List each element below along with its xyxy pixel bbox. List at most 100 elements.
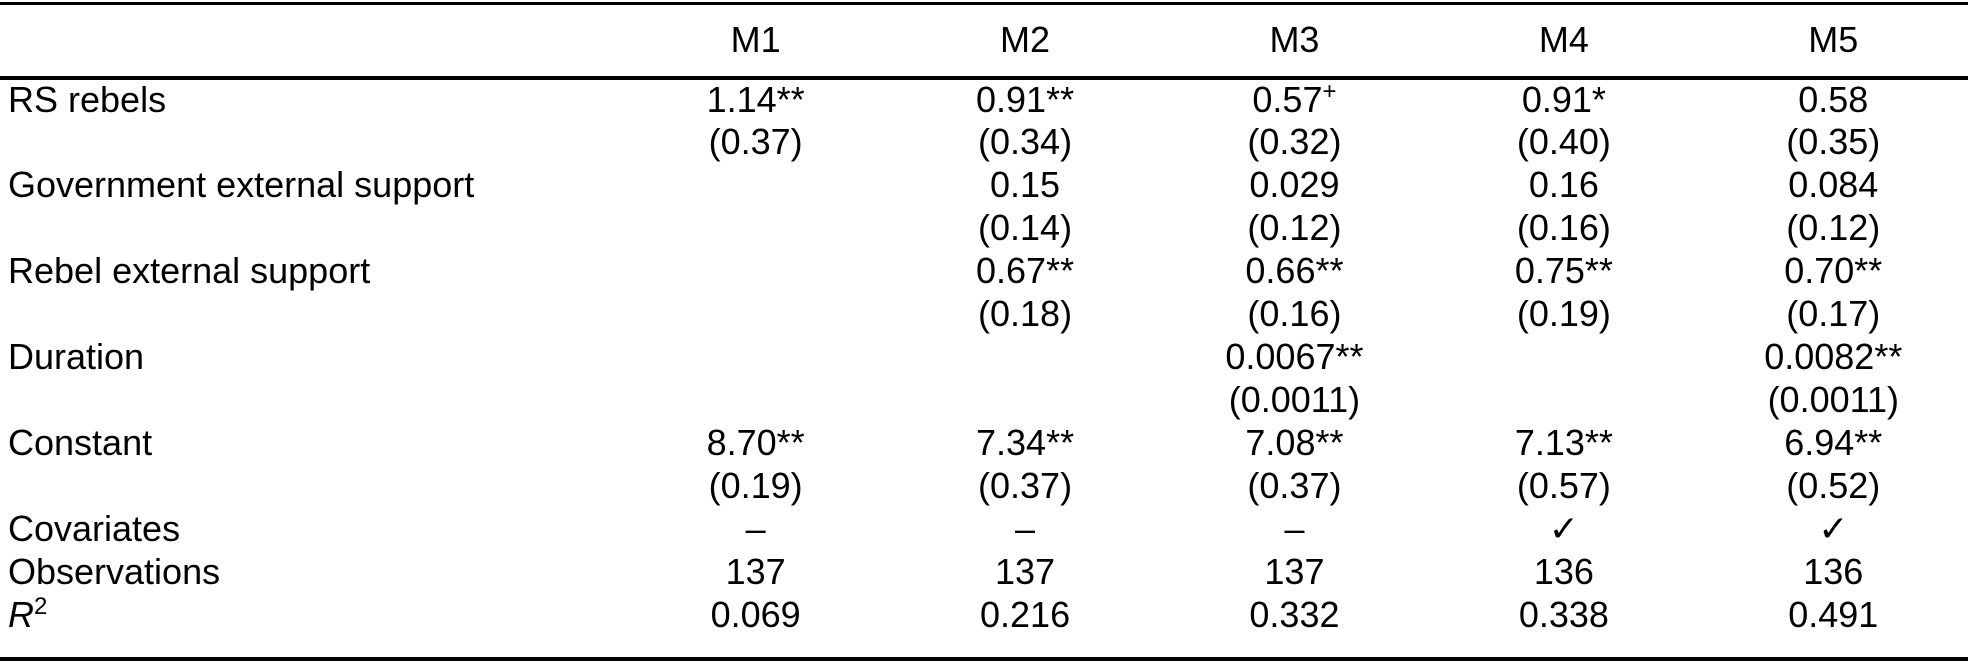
value-cell-m5: 0.58 (1699, 78, 1968, 121)
r2-cell-m1: 0.069 (621, 594, 890, 637)
significance-plus-marker: + (1322, 78, 1337, 105)
table-body: RS rebels 1.14** 0.91** 0.57+ 0.91* 0.58… (0, 78, 1968, 659)
observations-cell-m4: 136 (1429, 551, 1698, 594)
row-coef-rs-rebels: RS rebels 1.14** 0.91** 0.57+ 0.91* 0.58 (0, 78, 1968, 121)
se-cell-m3: (0.12) (1160, 207, 1429, 250)
observations-cell-m1: 137 (621, 551, 890, 594)
se-value: (0.35) (1786, 121, 1881, 162)
value-cell-m3: 0.0067** (1160, 336, 1429, 379)
se-value: (0.12) (1786, 207, 1881, 248)
se-cell-m1 (621, 379, 890, 422)
coef-value: 7.34** (976, 422, 1075, 463)
r2-cell-m2: 0.216 (890, 594, 1159, 637)
row-label-empty (0, 379, 621, 422)
se-value: (0.12) (1247, 207, 1342, 248)
covariates-cell-m4: ✓ (1429, 508, 1698, 551)
row-se-constant: (0.19) (0.37) (0.37) (0.57) (0.52) (0, 465, 1968, 508)
value-cell-m4: 0.16 (1429, 164, 1698, 207)
value-cell-m4 (1429, 336, 1698, 379)
se-cell-m4: (0.19) (1429, 293, 1698, 336)
se-value: (0.57) (1516, 465, 1611, 506)
se-cell-m3: (0.37) (1160, 465, 1429, 508)
row-coef-rebel-external-support: Rebel external support 0.67** 0.66** 0.7… (0, 250, 1968, 293)
coef-value: 0.0082** (1764, 336, 1903, 377)
row-coef-constant: Constant 8.70** 7.34** 7.08** 7.13** 6.9… (0, 422, 1968, 465)
checkmark-icon: ✓ (1548, 508, 1579, 549)
row-label-empty (0, 207, 621, 250)
checkmark-icon: ✓ (1818, 508, 1849, 549)
coef-value: 8.70** (706, 422, 805, 463)
se-cell-m5: (0.52) (1699, 465, 1968, 508)
value-cell-m3: 7.08** (1160, 422, 1429, 465)
coef-value: 0.91* (1521, 79, 1606, 120)
r-squared-symbol: R (8, 594, 34, 635)
value-cell-m4: 0.91* (1429, 78, 1698, 121)
covariates-cell-m5: ✓ (1699, 508, 1968, 551)
row-r-squared: R2 0.069 0.216 0.332 0.338 0.491 (0, 594, 1968, 637)
stat-value: 136 (1803, 551, 1864, 592)
coef-value: 0.75** (1514, 250, 1613, 291)
observations-cell-m3: 137 (1160, 551, 1429, 594)
row-se-rebel-external-support: (0.18) (0.16) (0.19) (0.17) (0, 293, 1968, 336)
coef-value: 0.91** (976, 79, 1075, 120)
value-cell-m1: 8.70** (621, 422, 890, 465)
se-cell-m4: (0.16) (1429, 207, 1698, 250)
se-cell-m5: (0.35) (1699, 121, 1968, 164)
header-m5: M5 (1808, 19, 1859, 61)
coef-value: 0.66** (1245, 250, 1344, 291)
stat-value: 136 (1533, 551, 1594, 592)
value-cell-m3: 0.029 (1160, 164, 1429, 207)
value-cell-m5: 6.94** (1699, 422, 1968, 465)
row-observations: Observations 137 137 137 136 136 (0, 551, 1968, 594)
coef-value: 0.15 (990, 164, 1061, 205)
se-value: (0.37) (708, 121, 803, 162)
row-label-empty (0, 121, 621, 164)
se-cell-m5: (0.17) (1699, 293, 1968, 336)
row-label-empty (0, 293, 621, 336)
se-value: (0.32) (1247, 121, 1342, 162)
value-cell-m5: 0.084 (1699, 164, 1968, 207)
row-se-rs-rebels: (0.37) (0.34) (0.32) (0.40) (0.35) (0, 121, 1968, 164)
stat-value: 137 (725, 551, 786, 592)
row-se-duration: (0.0011) (0.0011) (0, 379, 1968, 422)
row-label-rs-rebels: RS rebels (8, 79, 167, 120)
stat-value: 0.491 (1788, 594, 1879, 635)
stat-value: 0.216 (980, 594, 1071, 635)
se-cell-m3: (0.0011) (1160, 379, 1429, 422)
se-cell-m4: (0.57) (1429, 465, 1698, 508)
se-cell-m1: (0.37) (621, 121, 890, 164)
row-label-rebel-external-support: Rebel external support (8, 250, 371, 291)
stat-value: 0.338 (1518, 594, 1609, 635)
value-cell-m2: 0.67** (890, 250, 1159, 293)
row-label-government-external-support: Government external support (8, 164, 475, 205)
stat-value: 0.069 (710, 594, 801, 635)
row-label-empty (0, 465, 621, 508)
se-value: (0.0011) (1767, 379, 1899, 420)
se-value: (0.18) (978, 293, 1073, 334)
se-cell-m4 (1429, 379, 1698, 422)
value-cell-m3: 0.66** (1160, 250, 1429, 293)
se-value: (0.16) (1247, 293, 1342, 334)
row-coef-duration: Duration 0.0067** 0.0082** (0, 336, 1968, 379)
se-cell-m1 (621, 207, 890, 250)
se-cell-m4: (0.40) (1429, 121, 1698, 164)
se-value: (0.16) (1516, 207, 1611, 248)
value-cell-m5: 0.0082** (1699, 336, 1968, 379)
covariates-cell-m2: – (890, 508, 1159, 551)
se-cell-m5: (0.0011) (1699, 379, 1968, 422)
observations-cell-m5: 136 (1699, 551, 1968, 594)
value-cell-m2: 0.15 (890, 164, 1159, 207)
se-value: (0.37) (978, 465, 1073, 506)
row-covariates: Covariates – – – ✓ ✓ (0, 508, 1968, 551)
r2-cell-m3: 0.332 (1160, 594, 1429, 637)
value-cell-m2 (890, 336, 1159, 379)
covariates-cell-m3: – (1160, 508, 1429, 551)
se-cell-m2: (0.37) (890, 465, 1159, 508)
header-m4: M4 (1538, 19, 1589, 61)
value-cell-m3: 0.57+ (1160, 78, 1429, 121)
row-label-covariates: Covariates (8, 508, 181, 549)
value-cell-m4: 0.75** (1429, 250, 1698, 293)
value-cell-m2: 0.91** (890, 78, 1159, 121)
